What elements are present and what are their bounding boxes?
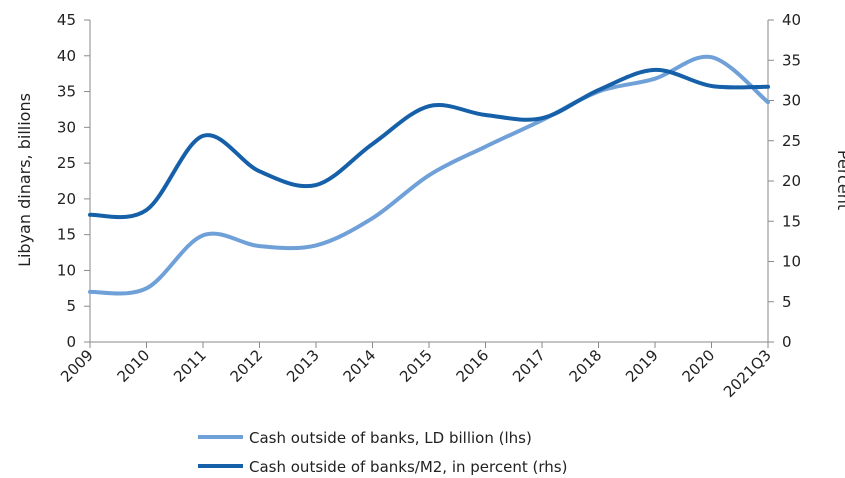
x-tick-label: 2019 — [622, 346, 662, 386]
y-left-tick-label: 30 — [57, 118, 76, 136]
x-tick-label: 2020 — [679, 346, 719, 386]
legend: Cash outside of banks, LD billion (lhs) … — [198, 429, 567, 476]
y-left-tick-label: 20 — [57, 190, 76, 208]
x-tick-label: 2010 — [114, 346, 154, 386]
y-left-tick-label: 0 — [66, 333, 76, 351]
x-tick-label: 2012 — [227, 346, 267, 386]
x-tick-label: 2021Q3 — [720, 346, 775, 401]
axes — [84, 19, 774, 348]
x-tick-label: 2009 — [57, 346, 97, 386]
y-right-tick-label: 30 — [782, 92, 801, 110]
y-right-tick-label: 40 — [782, 11, 801, 29]
legend-label-cash-m2: Cash outside of banks/M2, in percent (rh… — [249, 458, 567, 476]
legend-label-cash: Cash outside of banks, LD billion (lhs) — [249, 429, 532, 447]
x-tick-label: 2014 — [340, 346, 380, 386]
y-left-tick-label: 10 — [57, 261, 76, 279]
y-left-tick-label: 15 — [57, 226, 76, 244]
y-left-tick-label: 5 — [66, 297, 76, 315]
y-right-tick-label: 25 — [782, 132, 801, 150]
y-left-tick-label: 25 — [57, 154, 76, 172]
x-tick-label: 2015 — [396, 346, 436, 386]
x-tick-label: 2016 — [453, 346, 493, 386]
y-axis-right-title: Percent — [834, 150, 845, 210]
y-right-tick-label: 0 — [782, 333, 792, 351]
x-tick-label: 2017 — [509, 346, 549, 386]
series-line-cash — [88, 54, 770, 296]
x-tick-label: 2018 — [566, 346, 606, 386]
y-right-tick-label: 5 — [782, 293, 792, 311]
y-left-tick-label: 45 — [57, 11, 76, 29]
series-layer — [88, 54, 770, 296]
y-right-tick-label: 35 — [782, 51, 801, 69]
y-right-tick-label: 10 — [782, 253, 801, 271]
x-tick-label: 2011 — [170, 346, 210, 386]
y-left-tick-label: 40 — [57, 47, 76, 65]
y-right-tick-label: 20 — [782, 172, 801, 190]
y-axis-left-title: Libyan dinars, billions — [15, 93, 34, 267]
x-tick-label: 2013 — [283, 346, 323, 386]
y-left-tick-label: 35 — [57, 83, 76, 101]
series-line-cash-m2 — [88, 67, 770, 220]
y-right-tick-label: 15 — [782, 212, 801, 230]
